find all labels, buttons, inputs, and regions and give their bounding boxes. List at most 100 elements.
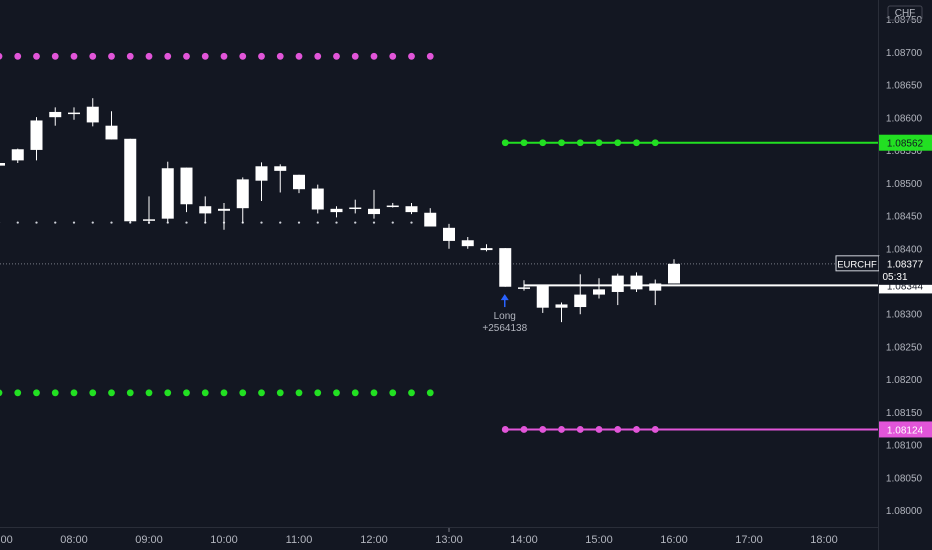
price-tick-label: 1.08500 bbox=[886, 179, 923, 190]
price-tick-label: 1.08250 bbox=[886, 342, 923, 353]
price-tick-label: 1.08000 bbox=[886, 506, 923, 517]
level-dot bbox=[145, 52, 153, 60]
time-tick-label: 11:00 bbox=[286, 534, 313, 546]
candle-body bbox=[424, 212, 437, 227]
level-dot bbox=[54, 221, 57, 224]
level-dot bbox=[295, 52, 303, 60]
candle-body bbox=[611, 275, 624, 292]
support-price-label: 1.08124 bbox=[887, 425, 924, 436]
level-dot bbox=[314, 52, 322, 60]
price-tick-label: 1.08600 bbox=[886, 113, 923, 124]
level-dot bbox=[576, 139, 584, 147]
level-dot bbox=[260, 221, 263, 224]
level-dot bbox=[0, 53, 3, 60]
candles bbox=[0, 98, 680, 323]
candle-body bbox=[180, 167, 193, 205]
level-dot bbox=[220, 52, 228, 60]
candle-body bbox=[555, 304, 568, 308]
candle-body bbox=[668, 263, 680, 284]
level-dot bbox=[89, 389, 97, 397]
level-dot bbox=[295, 389, 303, 397]
level-dot bbox=[297, 221, 301, 224]
level-dot bbox=[276, 389, 284, 397]
price-tick-label: 1.08100 bbox=[886, 441, 923, 452]
candle-body bbox=[49, 111, 62, 118]
time-tick-label: 15:00 bbox=[585, 534, 613, 546]
level-dot bbox=[633, 139, 640, 147]
level-dot bbox=[410, 221, 413, 224]
candle-body bbox=[499, 248, 512, 287]
time-tick-label: 18:00 bbox=[810, 534, 838, 546]
level-dot bbox=[258, 52, 265, 60]
level-dot bbox=[408, 52, 415, 60]
level-dot bbox=[14, 52, 22, 60]
level-dot bbox=[70, 52, 78, 60]
level-dot bbox=[316, 221, 319, 224]
candle-body bbox=[443, 227, 455, 241]
level-dot bbox=[89, 52, 97, 60]
level-dot bbox=[33, 52, 40, 60]
level-dot bbox=[14, 389, 22, 397]
time-tick-label: 07:00 bbox=[0, 534, 13, 546]
time-tick-label: 09:00 bbox=[135, 534, 163, 546]
level-dot bbox=[408, 389, 415, 397]
candle-body bbox=[368, 208, 380, 215]
level-dot bbox=[372, 221, 376, 224]
candle-body bbox=[143, 219, 155, 221]
candle-body bbox=[461, 240, 474, 247]
level-dot bbox=[333, 52, 340, 60]
candle-body bbox=[349, 207, 362, 210]
level-dot bbox=[70, 389, 78, 397]
level-dot bbox=[126, 52, 134, 60]
candle-body bbox=[274, 166, 287, 171]
resistance-price-label-box bbox=[879, 134, 932, 151]
level-dot bbox=[333, 389, 340, 397]
level-dot bbox=[126, 389, 134, 397]
level-dot bbox=[389, 389, 397, 397]
level-dot bbox=[520, 426, 528, 433]
level-dot bbox=[651, 426, 659, 433]
level-dot bbox=[370, 389, 378, 397]
candle-body bbox=[593, 289, 605, 295]
level-dot bbox=[539, 139, 547, 147]
candle-body bbox=[86, 106, 99, 123]
price-tick-label: 1.08300 bbox=[886, 310, 923, 321]
long-arrow-head-icon bbox=[500, 294, 509, 301]
candle-body bbox=[11, 149, 24, 161]
level-dot bbox=[258, 389, 265, 397]
candle-body bbox=[161, 168, 174, 219]
level-dot bbox=[595, 139, 603, 147]
level-dot bbox=[501, 139, 509, 147]
level-dot bbox=[183, 52, 190, 60]
level-dot bbox=[614, 139, 622, 147]
trade-label: Long bbox=[494, 311, 516, 322]
support-price-label-box bbox=[879, 421, 932, 438]
candle-body bbox=[255, 166, 268, 181]
price-tick-label: 1.08150 bbox=[886, 408, 923, 419]
level-dot bbox=[108, 389, 115, 397]
level-dot bbox=[314, 389, 322, 397]
level-dot bbox=[110, 221, 113, 224]
candle-body bbox=[236, 179, 249, 209]
time-tick-label: 08:00 bbox=[60, 534, 88, 546]
candle-body bbox=[105, 125, 118, 140]
level-dot bbox=[576, 426, 584, 433]
level-dot bbox=[164, 389, 172, 397]
level-dot bbox=[51, 52, 59, 60]
candle-body bbox=[480, 248, 493, 251]
candle-body bbox=[311, 188, 324, 210]
price-tick-label: 1.08700 bbox=[886, 48, 923, 59]
level-dot bbox=[539, 426, 547, 433]
level-dot bbox=[51, 389, 59, 397]
level-dot bbox=[391, 221, 394, 224]
price-tick-label: 1.08550 bbox=[886, 146, 923, 157]
time-tick-label: 17:00 bbox=[735, 534, 763, 546]
candle-body bbox=[536, 285, 549, 308]
level-dot bbox=[239, 389, 247, 397]
level-dot bbox=[354, 221, 357, 224]
candle-body bbox=[630, 275, 643, 290]
time-axis: 08:00 09:00 10:00 11:00 12:00 13:00 14:00 15:00… bbox=[0, 528, 838, 546]
level-dot bbox=[91, 221, 94, 224]
